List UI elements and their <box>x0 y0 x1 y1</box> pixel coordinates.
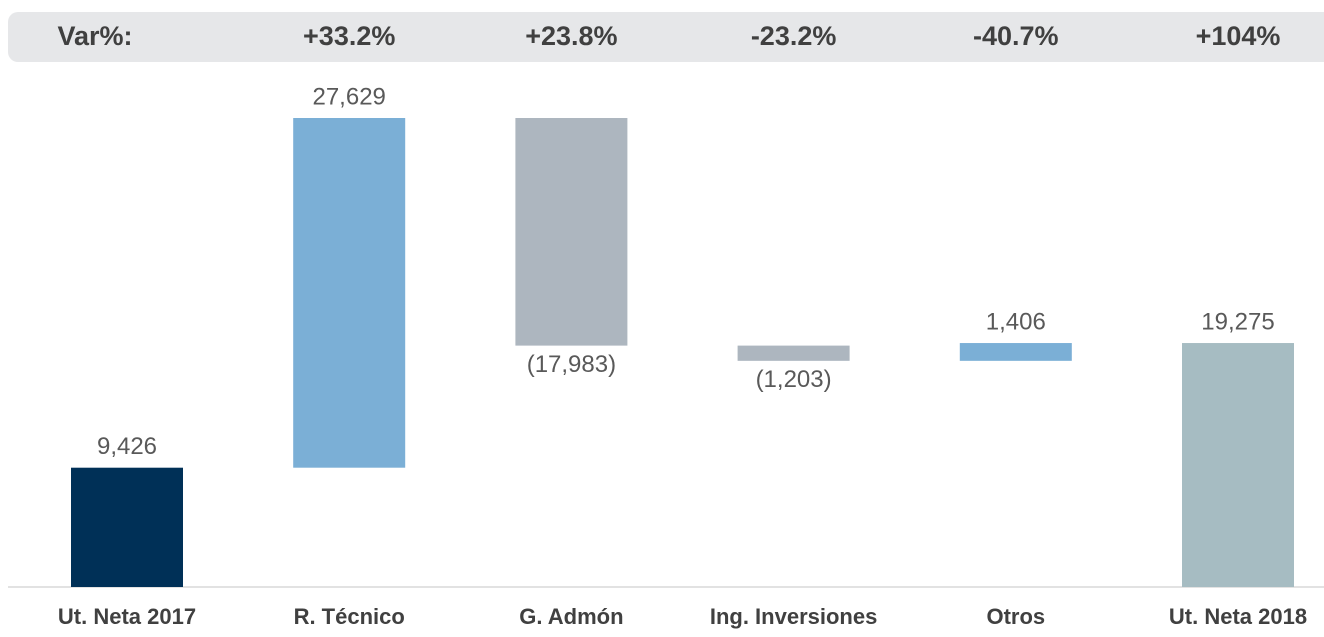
bar <box>737 345 850 361</box>
bar <box>1182 343 1294 587</box>
var-label: +23.8% <box>525 21 617 51</box>
bar <box>71 467 183 587</box>
value-label: (1,203) <box>756 366 832 393</box>
value-label: 1,406 <box>986 308 1046 335</box>
bar <box>959 343 1072 361</box>
category-label: Ing. Inversiones <box>710 604 878 629</box>
category-label: Ut. Neta 2018 <box>1169 604 1307 629</box>
bar <box>515 118 628 346</box>
bar <box>293 118 406 468</box>
category-label: R. Técnico <box>294 604 405 629</box>
var-label: +33.2% <box>303 21 395 51</box>
category-label: Ut. Neta 2017 <box>58 604 196 629</box>
var-label: -23.2% <box>751 21 837 51</box>
category-label: G. Admón <box>519 604 623 629</box>
value-label: 27,629 <box>312 83 385 110</box>
value-label: 19,275 <box>1201 308 1274 335</box>
value-label: (17,983) <box>527 351 616 378</box>
value-label: 9,426 <box>97 433 157 460</box>
var-band <box>8 12 1324 62</box>
category-label: Otros <box>986 604 1045 629</box>
var-label: +104% <box>1196 21 1281 51</box>
var-label: -40.7% <box>973 21 1059 51</box>
var-header: Var%: <box>57 21 132 51</box>
